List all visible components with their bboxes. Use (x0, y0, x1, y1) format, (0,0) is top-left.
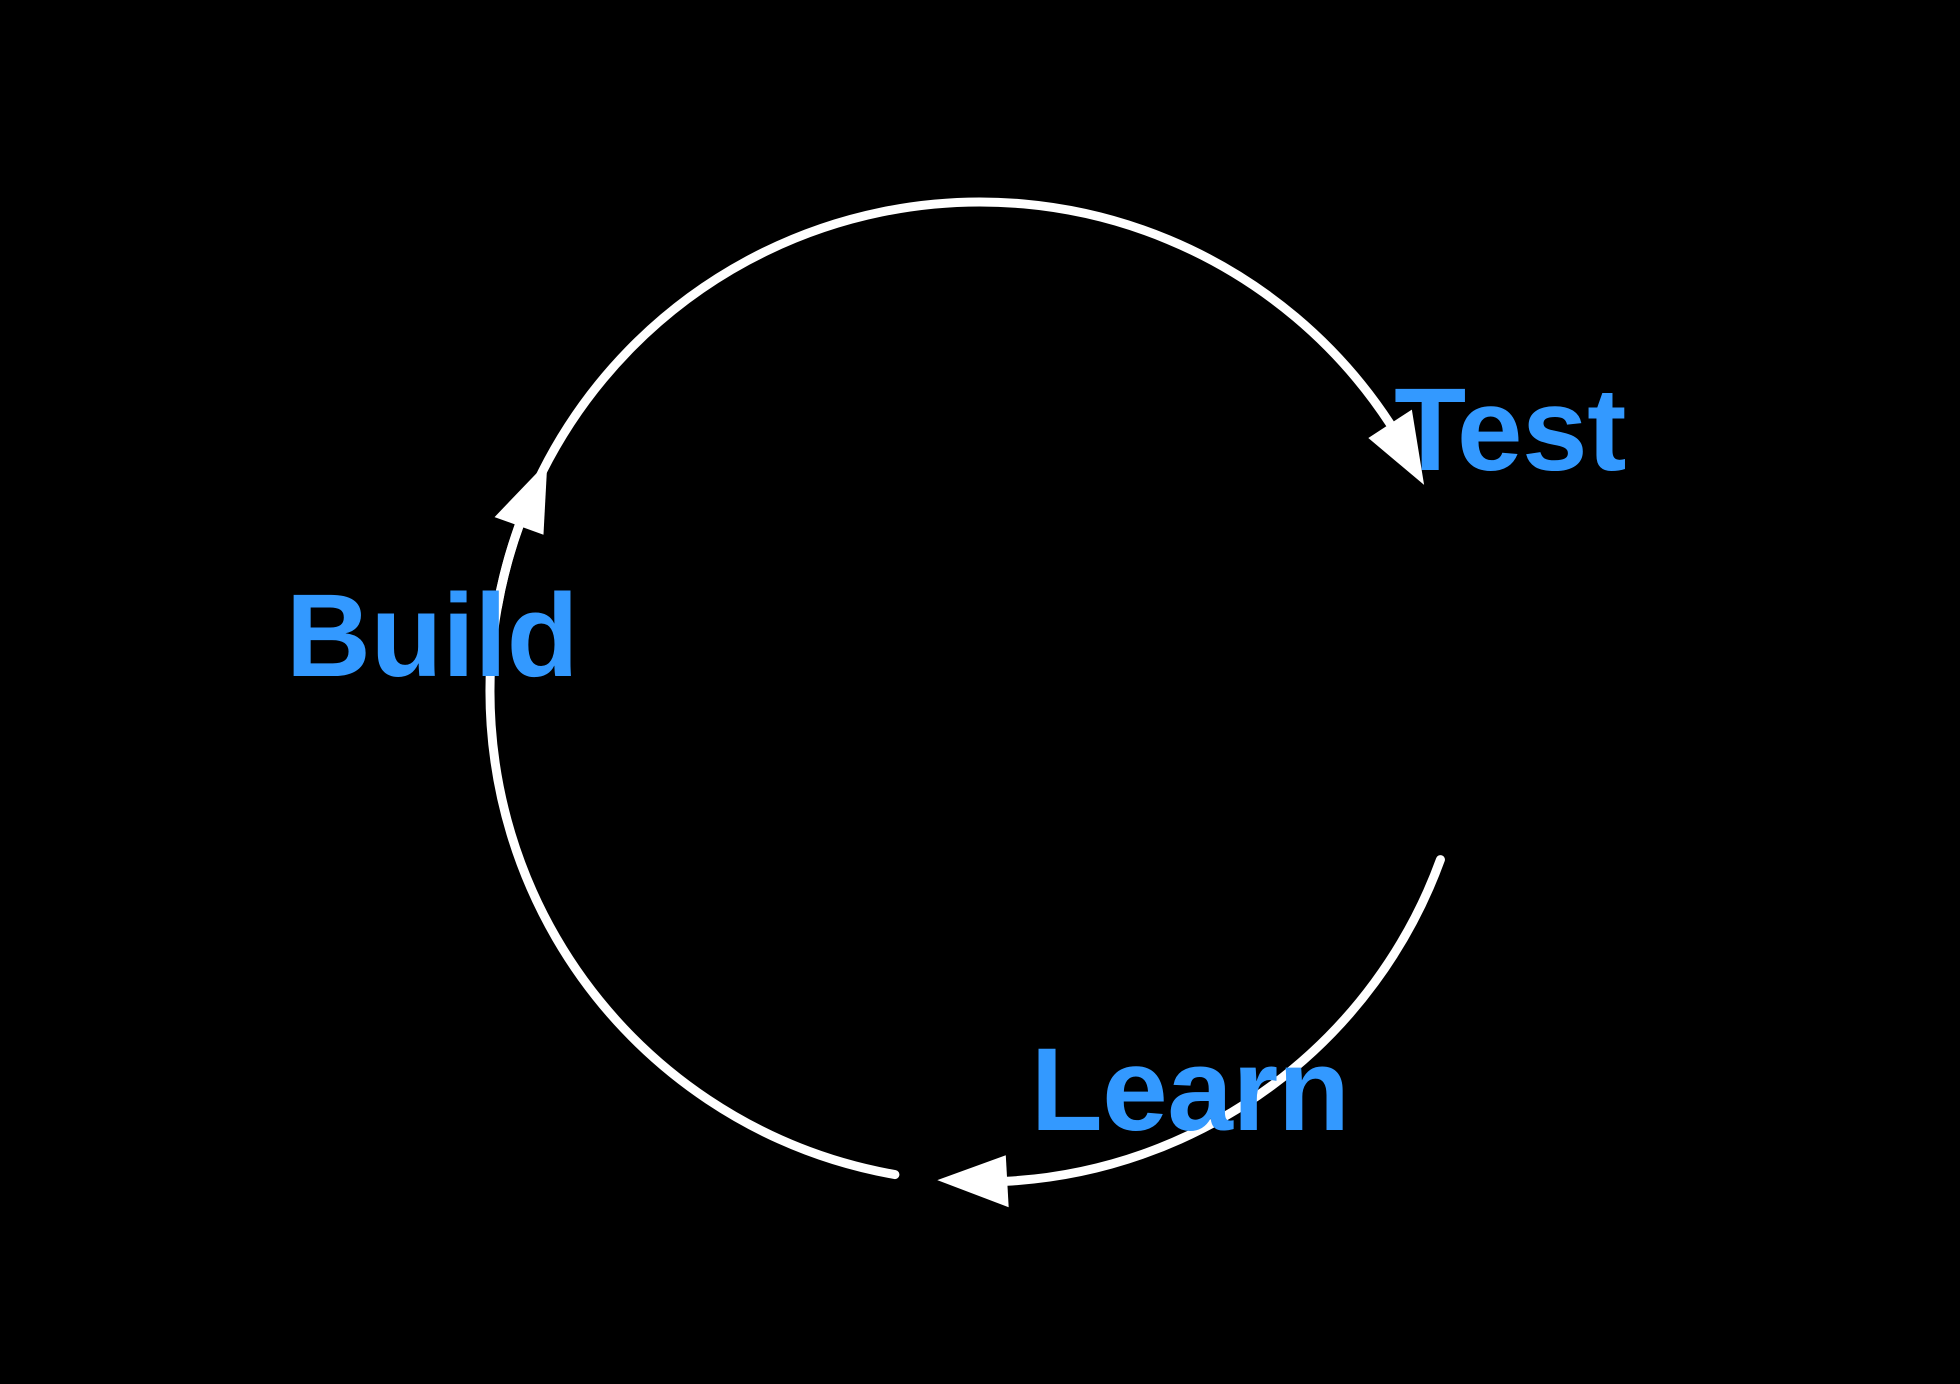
node-build: Build (286, 577, 578, 695)
node-learn: Learn (1031, 1031, 1350, 1149)
arrowhead-icon (495, 462, 548, 535)
diagram-stage: Build Test Learn (0, 0, 1960, 1384)
node-test: Test (1394, 371, 1626, 489)
arrowhead-icon (937, 1155, 1008, 1207)
cycle-arc (497, 202, 1390, 607)
